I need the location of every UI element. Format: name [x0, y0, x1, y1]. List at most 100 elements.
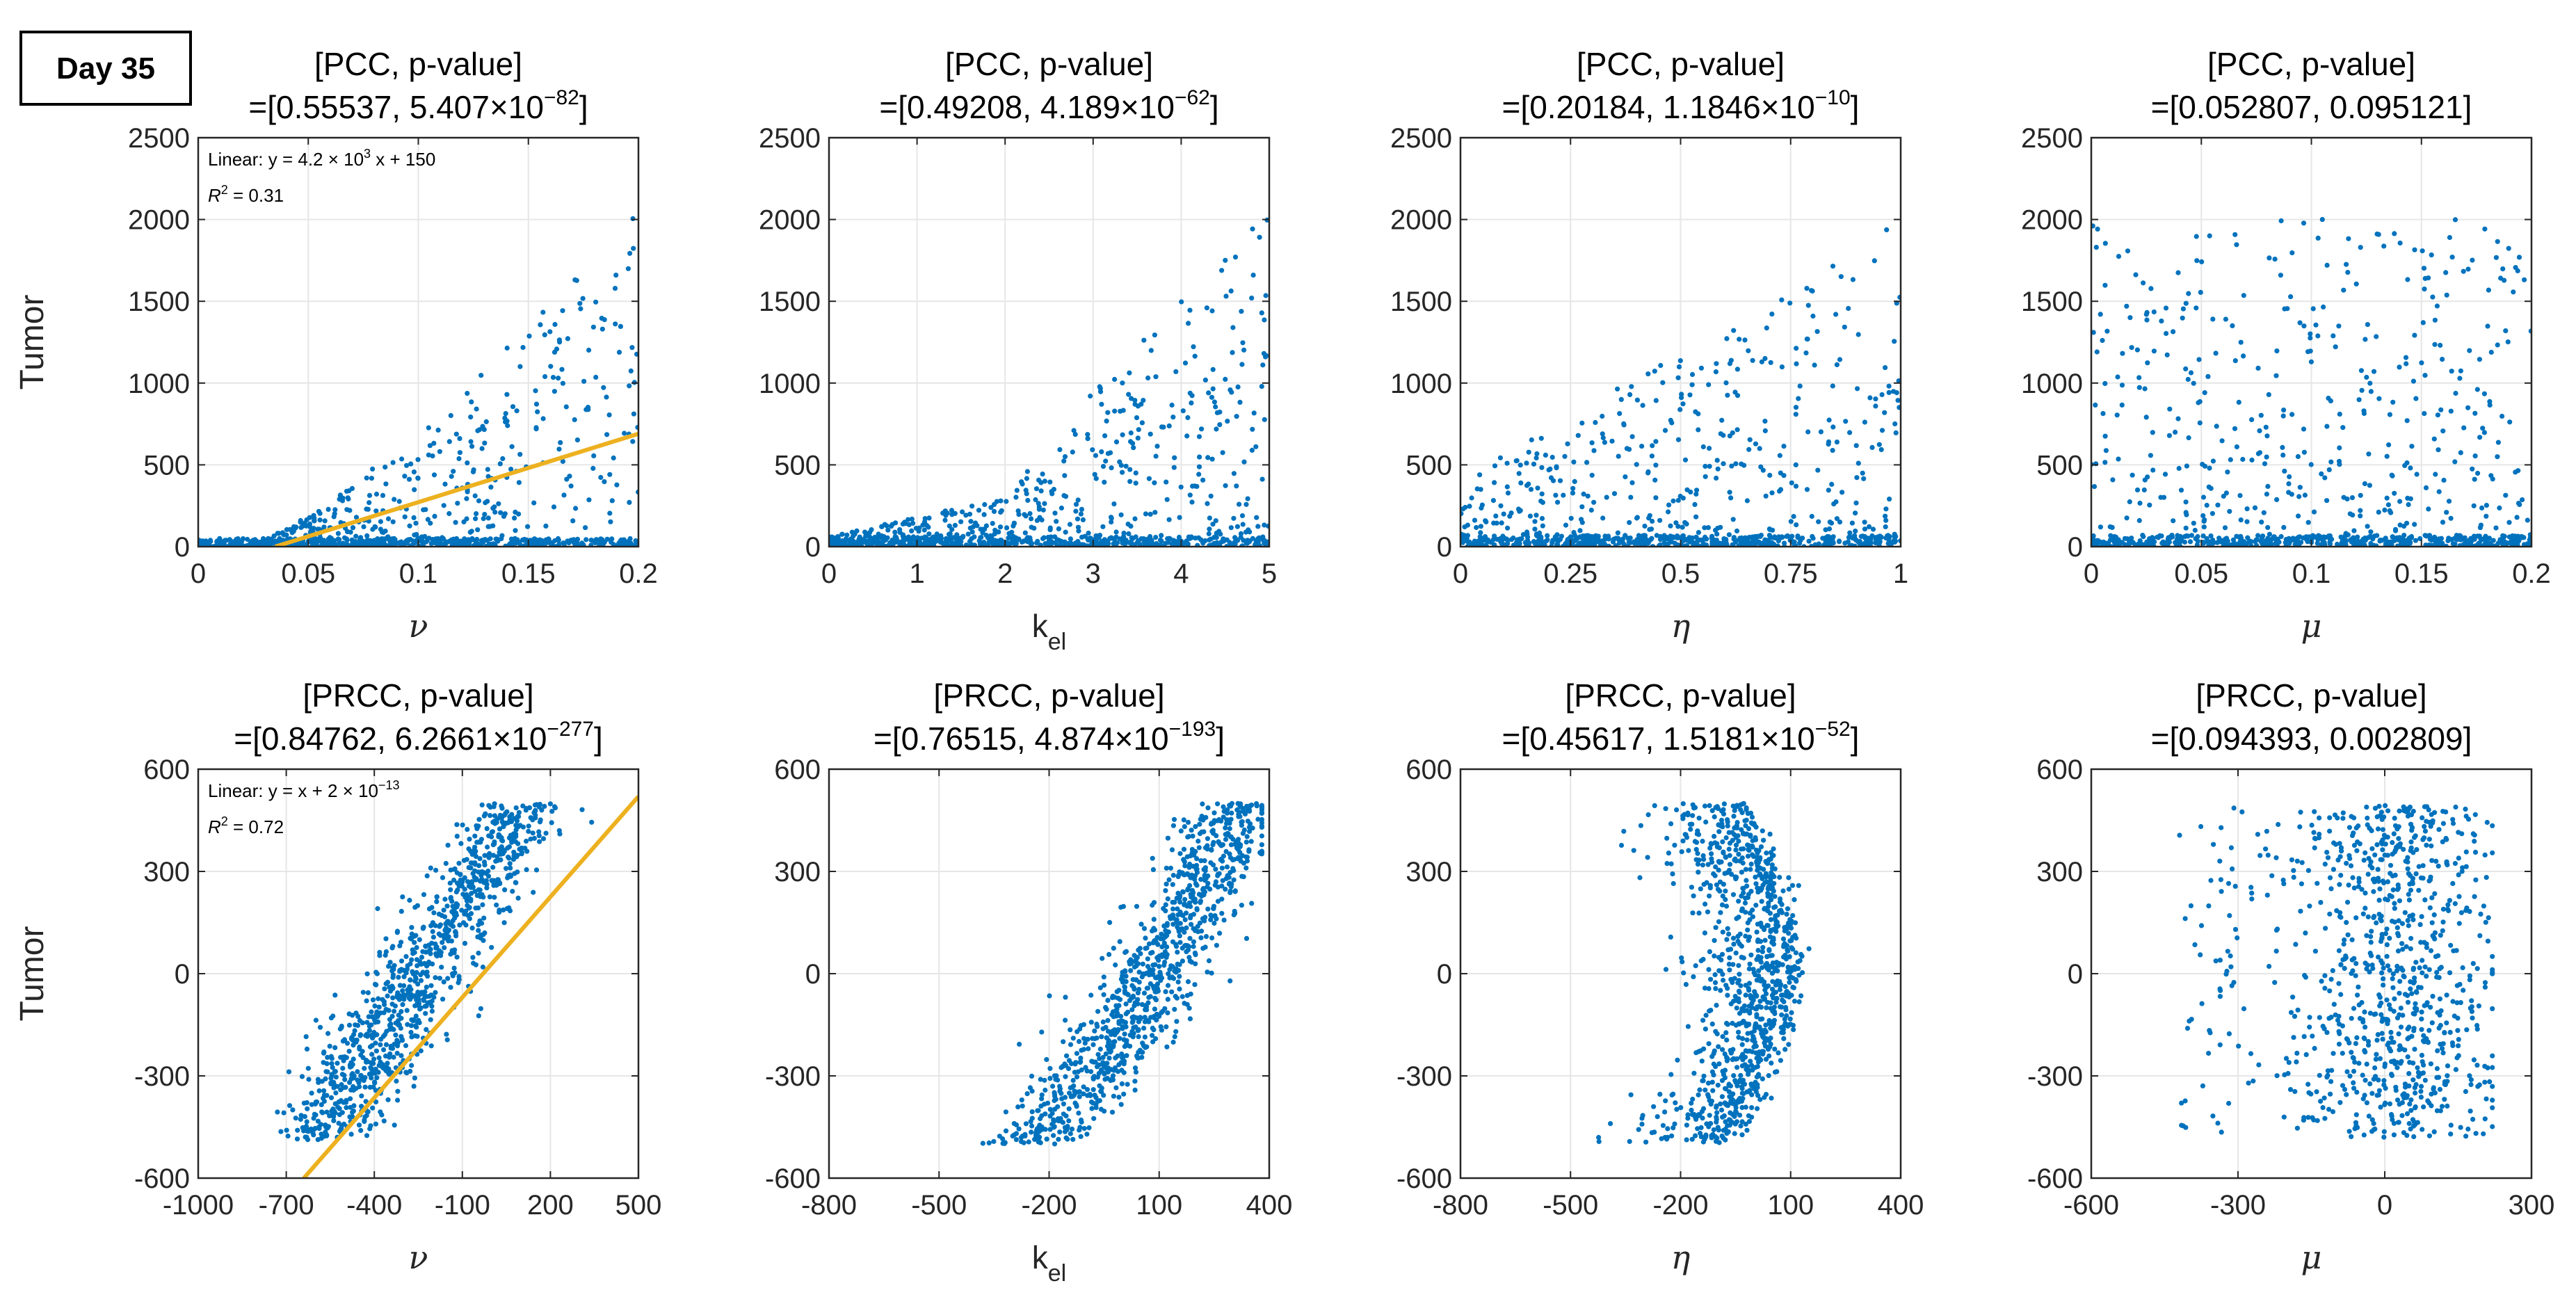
data-point [1024, 476, 1029, 481]
data-point [368, 1123, 373, 1129]
data-point [506, 820, 511, 826]
data-point [579, 807, 585, 812]
data-point [1675, 524, 1681, 529]
data-point [439, 965, 444, 970]
data-point [2486, 287, 2491, 293]
data-point [430, 934, 437, 940]
data-point [2413, 396, 2419, 401]
data-point [909, 541, 915, 547]
data-point [2448, 408, 2454, 414]
data-point [1040, 472, 1045, 477]
data-point [505, 423, 510, 428]
data-point [1127, 370, 1132, 376]
data-point [2120, 351, 2125, 356]
data-point [533, 388, 538, 394]
data-point [2091, 538, 2095, 544]
data-point [2422, 411, 2427, 417]
data-point [1689, 382, 1695, 387]
data-point [1185, 979, 1191, 985]
data-point [394, 1050, 400, 1056]
data-point [1769, 312, 1775, 317]
subplot-title-line1: [PCC, p-value] [2207, 46, 2415, 82]
data-point [482, 440, 488, 446]
data-point [510, 404, 516, 410]
data-point [428, 1043, 434, 1049]
data-point [316, 508, 321, 514]
data-point [1228, 288, 1234, 293]
data-point [1518, 537, 1523, 542]
data-point [1145, 375, 1151, 381]
data-point [354, 1037, 360, 1043]
data-point [305, 1106, 310, 1111]
data-point [2429, 537, 2434, 543]
data-point [1102, 433, 1108, 439]
y-tick-label: 1000 [2021, 369, 2083, 399]
data-point [339, 1081, 344, 1088]
y-tick-label: 2000 [759, 205, 821, 236]
data-point [2225, 469, 2230, 475]
data-point [1504, 484, 1510, 490]
data-point [1812, 362, 1817, 368]
data-point [2162, 472, 2168, 477]
data-point [485, 874, 492, 879]
data-point [2368, 542, 2374, 547]
data-point [1700, 541, 1706, 547]
data-point [1884, 227, 1890, 232]
data-point [305, 1128, 310, 1134]
data-point [427, 947, 433, 953]
data-point [2178, 536, 2184, 542]
data-point [471, 467, 476, 473]
data-point [433, 953, 440, 958]
data-point [351, 1084, 356, 1089]
data-point [1517, 508, 1522, 514]
data-point [2144, 309, 2150, 315]
data-point [342, 1077, 348, 1082]
data-point [2346, 236, 2351, 241]
data-point [1197, 454, 1202, 460]
subplot-prcc-1: -1000 -700 -400 -100 200 500-600-3000300600[P… [14, 677, 661, 1276]
data-point [2435, 540, 2440, 546]
data-point [469, 925, 475, 931]
data-point [1861, 476, 1867, 481]
x-tick-label: 0 [821, 558, 837, 589]
data-point [618, 323, 624, 329]
data-point [1648, 526, 1655, 532]
data-point [1245, 496, 1250, 501]
data-point [2482, 226, 2488, 232]
data-point [1209, 456, 1215, 462]
data-point [494, 902, 499, 908]
data-point [2495, 454, 2500, 460]
data-point [404, 1008, 410, 1013]
data-point [1075, 524, 1081, 530]
data-point [897, 541, 903, 547]
data-point [1472, 517, 1478, 523]
data-point [1078, 511, 1084, 517]
data-point [2457, 533, 2463, 538]
data-point [2377, 538, 2383, 544]
data-point [401, 997, 407, 1002]
data-point [1860, 470, 1865, 476]
data-point [1803, 350, 1809, 356]
data-point [1516, 471, 1522, 476]
data-point [1753, 541, 1759, 547]
data-point [2515, 542, 2520, 547]
data-point [1173, 369, 1179, 375]
data-point [1196, 434, 1202, 440]
data-point [1657, 542, 1663, 547]
data-point [1210, 522, 1216, 527]
data-point [1855, 460, 1861, 466]
data-point [2305, 520, 2311, 525]
data-point [399, 539, 404, 545]
data-point [484, 885, 490, 891]
data-point [2209, 510, 2215, 516]
data-point [574, 536, 581, 542]
data-point [2322, 542, 2328, 547]
data-point [433, 990, 438, 995]
data-point [1896, 378, 1901, 384]
data-point [551, 504, 557, 510]
data-point [628, 542, 634, 547]
data-point [369, 476, 375, 481]
data-point [373, 969, 379, 975]
data-point [2520, 534, 2525, 540]
data-point [471, 960, 476, 966]
